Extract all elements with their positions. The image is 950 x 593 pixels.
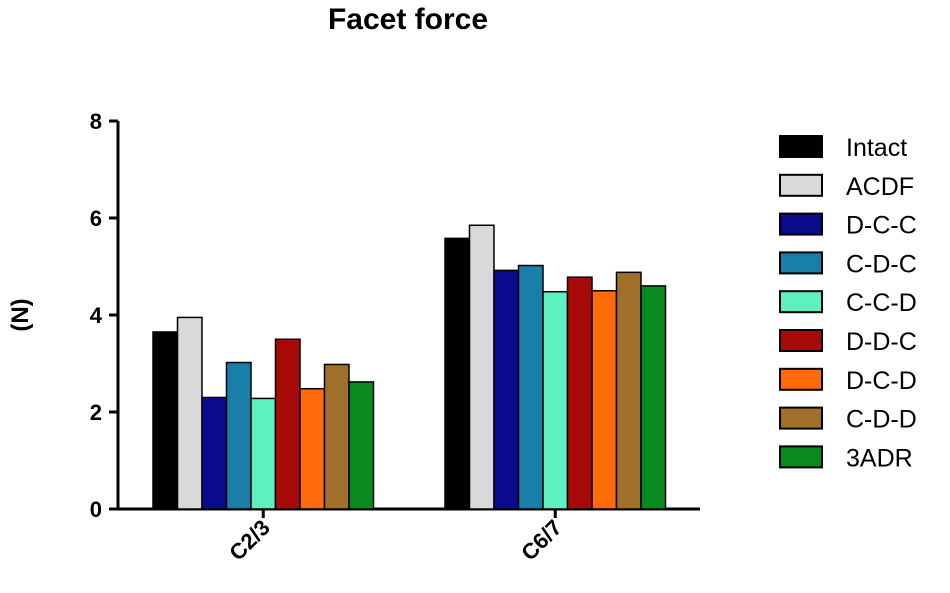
legend-label: D-C-D [846, 367, 917, 395]
bar [468, 224, 495, 510]
legend-label: D-D-C [846, 328, 917, 356]
bar [591, 290, 618, 510]
legend-swatch [779, 173, 823, 197]
bar [201, 396, 228, 510]
legend-label: C-C-D [846, 289, 917, 317]
y-tick-label: 8 [90, 109, 102, 134]
bar [542, 290, 569, 510]
legend-label: C-D-D [846, 406, 917, 434]
bar [274, 338, 301, 510]
y-tick-label: 2 [90, 400, 102, 425]
bar [225, 361, 252, 510]
legend-label: D-C-C [846, 212, 917, 240]
y-tick-label: 6 [90, 206, 102, 231]
legend-swatch [779, 135, 823, 158]
x-tick-label: C2/3 [224, 515, 275, 566]
legend-swatch [779, 367, 823, 391]
legend-label: Intact [846, 134, 907, 162]
bar [299, 387, 326, 510]
bar [566, 276, 593, 510]
bar [176, 316, 203, 510]
legend-label: C-D-C [846, 250, 917, 278]
bar [493, 269, 520, 510]
legend-swatch [779, 445, 823, 469]
legend-swatch [779, 406, 823, 430]
bar [615, 271, 642, 510]
legend-swatch [779, 329, 823, 352]
legend-swatch [779, 212, 823, 236]
bar [640, 285, 667, 510]
y-axis-label: (N) [7, 298, 34, 331]
bar [348, 381, 375, 510]
bar [323, 363, 350, 510]
legend: Intact ACDF D-C-C C-D-C C-C-D D-D-C D-C-D C-D-D… [779, 134, 917, 472]
y-tick-label: 4 [90, 303, 103, 328]
y-tick-label: 0 [90, 497, 102, 522]
bars [152, 224, 667, 510]
bar [444, 237, 471, 510]
legend-swatch [779, 251, 823, 275]
bar [250, 397, 277, 510]
chart-title: Facet force [328, 3, 488, 36]
legend-label: ACDF [846, 173, 914, 201]
legend-label: 3ADR [846, 444, 913, 472]
bar [517, 264, 544, 510]
legend-swatch [779, 290, 823, 314]
x-tick-label: C6/7 [516, 515, 567, 566]
bar [152, 331, 179, 510]
